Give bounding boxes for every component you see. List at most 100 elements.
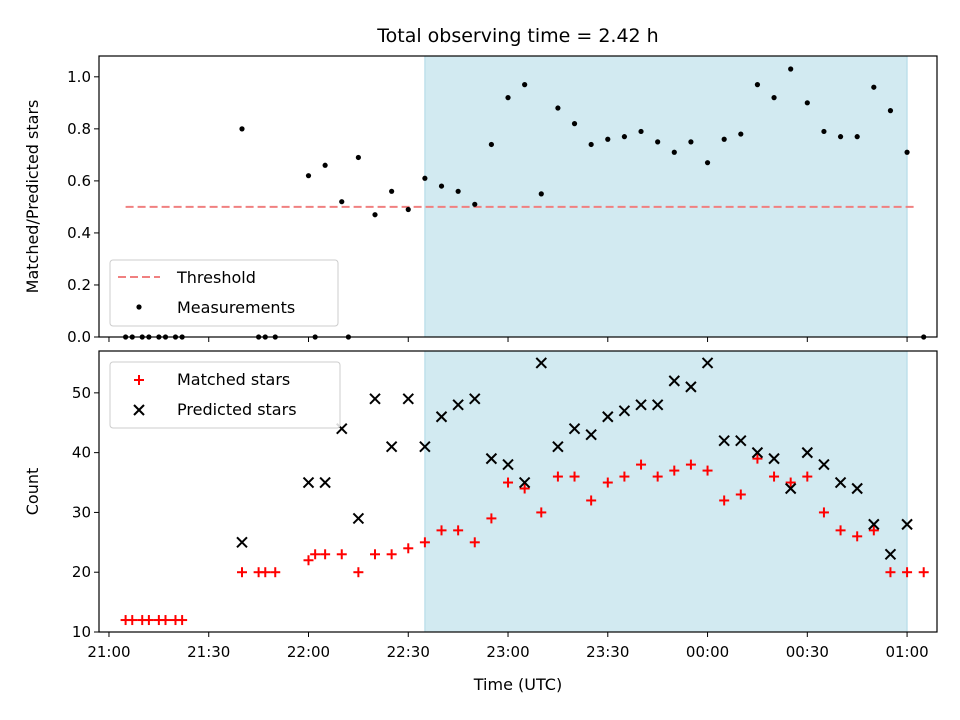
predicted-point <box>552 440 564 453</box>
matched-stars-points <box>120 453 929 626</box>
matched-point <box>177 615 188 626</box>
top-y-ticks: 0.0 0.2 0.4 0.6 0.8 1.0 <box>67 68 99 346</box>
x-tick-label: 23:00 <box>486 643 529 661</box>
measurement-point <box>422 175 428 181</box>
matched-point <box>270 567 281 578</box>
matched-point <box>852 531 863 542</box>
measurement-point <box>754 82 761 88</box>
top-axes-frame <box>98 55 938 338</box>
predicted-point <box>718 434 730 447</box>
measurement-point <box>871 84 877 90</box>
y-tick-label: 50 <box>72 384 91 402</box>
measurement-point <box>788 66 794 72</box>
matched-point <box>735 489 746 500</box>
predicted-point <box>884 548 897 560</box>
predicted-point <box>435 411 448 423</box>
measurements-legend-label: Measurements <box>177 298 295 317</box>
measurement-point <box>405 206 411 213</box>
x-tick-label: 00:00 <box>686 643 729 661</box>
matched-point <box>469 537 480 548</box>
matched-point <box>636 459 647 470</box>
measurement-point <box>837 134 844 140</box>
predicted-point <box>419 440 431 453</box>
top-x-ticks <box>108 337 908 342</box>
predicted-point <box>485 452 498 465</box>
measurement-point <box>239 126 245 132</box>
x-tick-label: 21:00 <box>87 643 130 661</box>
measurement-point <box>455 188 461 194</box>
measurement-point <box>738 131 744 137</box>
x-tick-label: 22:30 <box>387 643 430 661</box>
y-tick-label: 0.6 <box>67 172 91 190</box>
predicted-point <box>818 458 830 471</box>
predicted-point <box>801 446 814 459</box>
predicted-point <box>901 518 913 531</box>
matched-point <box>386 549 397 560</box>
predicted-point <box>302 476 315 489</box>
matched-point <box>370 549 381 560</box>
matched-point <box>127 615 138 626</box>
chart-title: Total observing time = 2.42 h <box>376 25 658 47</box>
measurement-point <box>887 108 894 114</box>
measurement-point <box>305 173 312 179</box>
matched-point <box>236 567 247 578</box>
predicted-point <box>518 476 531 489</box>
x-tick-label: 00:30 <box>786 643 829 661</box>
measurement-point <box>505 95 511 101</box>
matched-point <box>260 567 271 578</box>
matched-point <box>752 453 763 464</box>
matched-point <box>160 615 171 626</box>
matched-point <box>320 549 331 560</box>
bottom-x-ticks: 21:00 21:30 22:00 22:30 23:00 23:30 00:00 00:30… <box>87 632 929 661</box>
bottom-panel: 10 20 30 40 50 21:00 21:30 22:00 22:30 23:00 23:3… <box>23 350 938 694</box>
measurement-point <box>588 141 594 148</box>
y-tick-label: 10 <box>72 623 91 641</box>
matched-legend-marker <box>134 375 144 385</box>
matched-point <box>802 471 813 482</box>
y-tick-label: 0.0 <box>67 328 91 346</box>
matched-point <box>885 567 896 578</box>
measurement-point <box>804 100 810 106</box>
observing-window-shade-top <box>424 55 908 338</box>
measurement-point <box>655 139 661 145</box>
measurement-point <box>771 95 777 101</box>
matched-point <box>303 555 314 566</box>
measurement-point <box>555 105 561 111</box>
y-tick-label: 0.4 <box>67 224 91 242</box>
y-tick-label: 30 <box>72 503 91 521</box>
bottom-y-axis-label: Count <box>23 468 42 516</box>
x-tick-label: 22:00 <box>287 643 330 661</box>
measurement-point <box>621 134 628 140</box>
measurement-point <box>355 154 361 161</box>
matched-point <box>918 567 929 578</box>
matched-point <box>785 477 796 488</box>
predicted-point <box>618 405 631 417</box>
measurement-point <box>389 188 395 194</box>
predicted-point <box>369 393 381 405</box>
predicted-legend-label: Predicted stars <box>177 400 297 419</box>
measurement-point <box>704 160 711 166</box>
matched-point <box>552 471 563 482</box>
matched-point <box>536 507 547 518</box>
y-tick-label: 0.2 <box>67 276 91 294</box>
predicted-point <box>701 357 714 369</box>
predicted-stars-points <box>236 357 913 560</box>
matched-point <box>669 465 680 476</box>
predicted-point <box>502 458 514 471</box>
matched-point <box>619 471 630 482</box>
predicted-point <box>685 381 697 393</box>
top-panel: 0.0 0.2 0.4 0.6 0.8 1.0 Matched/Predicted sta… <box>23 55 938 346</box>
matched-point <box>818 507 829 518</box>
predicted-point <box>784 482 797 495</box>
predicted-point <box>735 434 747 447</box>
matched-point <box>453 525 464 536</box>
measurement-point <box>854 134 860 140</box>
predicted-point <box>568 423 581 435</box>
top-legend-box <box>109 259 339 327</box>
matched-point <box>719 495 730 506</box>
threshold-legend-label: Threshold <box>176 268 256 287</box>
predicted-point <box>635 399 647 411</box>
predicted-point <box>402 393 414 405</box>
matched-point <box>569 471 580 482</box>
